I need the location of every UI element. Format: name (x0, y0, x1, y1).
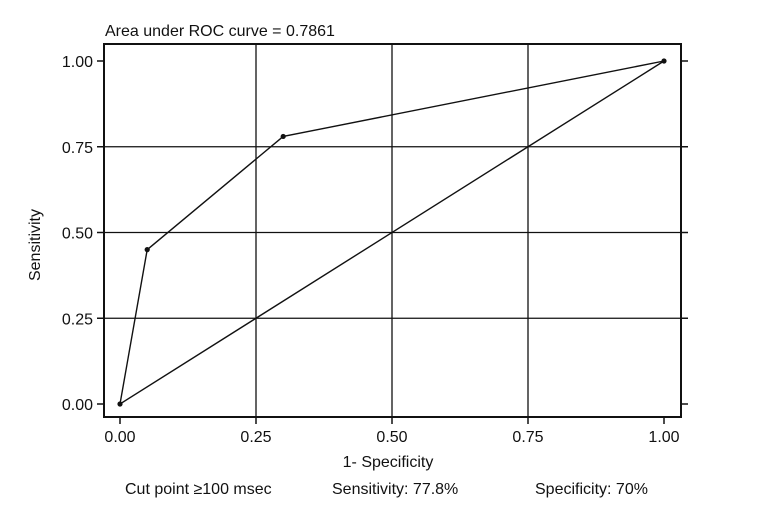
cut-point-note: Cut point ≥100 msec (125, 481, 272, 498)
y-tick-label: 0.25 (62, 311, 93, 328)
sensitivity-note: Sensitivity: 77.8% (332, 481, 458, 498)
x-tick-label: 0.00 (104, 429, 135, 446)
chart-title: Area under ROC curve = 0.7861 (105, 23, 335, 40)
specificity-note: Specificity: 70% (535, 481, 648, 498)
roc-point (144, 247, 150, 253)
y-tick-labels: 0.00 0.25 0.50 0.75 1.00 (62, 54, 93, 414)
roc-point (117, 401, 123, 407)
plot-frame (103, 43, 682, 418)
y-tick-label: 0.75 (62, 140, 93, 157)
roc-point (280, 133, 286, 140)
axis-ticks (97, 60, 688, 424)
x-tick-labels: 0.00 0.25 0.50 0.75 1.00 (104, 429, 679, 446)
x-axis-label: 1- Specificity (343, 454, 434, 471)
reference-diagonal-line (119, 60, 665, 405)
y-tick-label: 0.50 (62, 226, 93, 243)
roc-point (661, 58, 667, 64)
y-axis-label: Sensitivity (27, 209, 44, 281)
roc-points (117, 58, 667, 407)
x-tick-label: 1.00 (648, 429, 679, 446)
x-tick-label: 0.50 (376, 429, 407, 446)
y-tick-label: 1.00 (62, 54, 93, 71)
roc-curve-line (119, 60, 665, 405)
x-tick-label: 0.25 (240, 429, 271, 446)
grid-lines (104, 44, 681, 417)
x-tick-label: 0.75 (512, 429, 543, 446)
y-tick-label: 0.00 (62, 397, 93, 414)
